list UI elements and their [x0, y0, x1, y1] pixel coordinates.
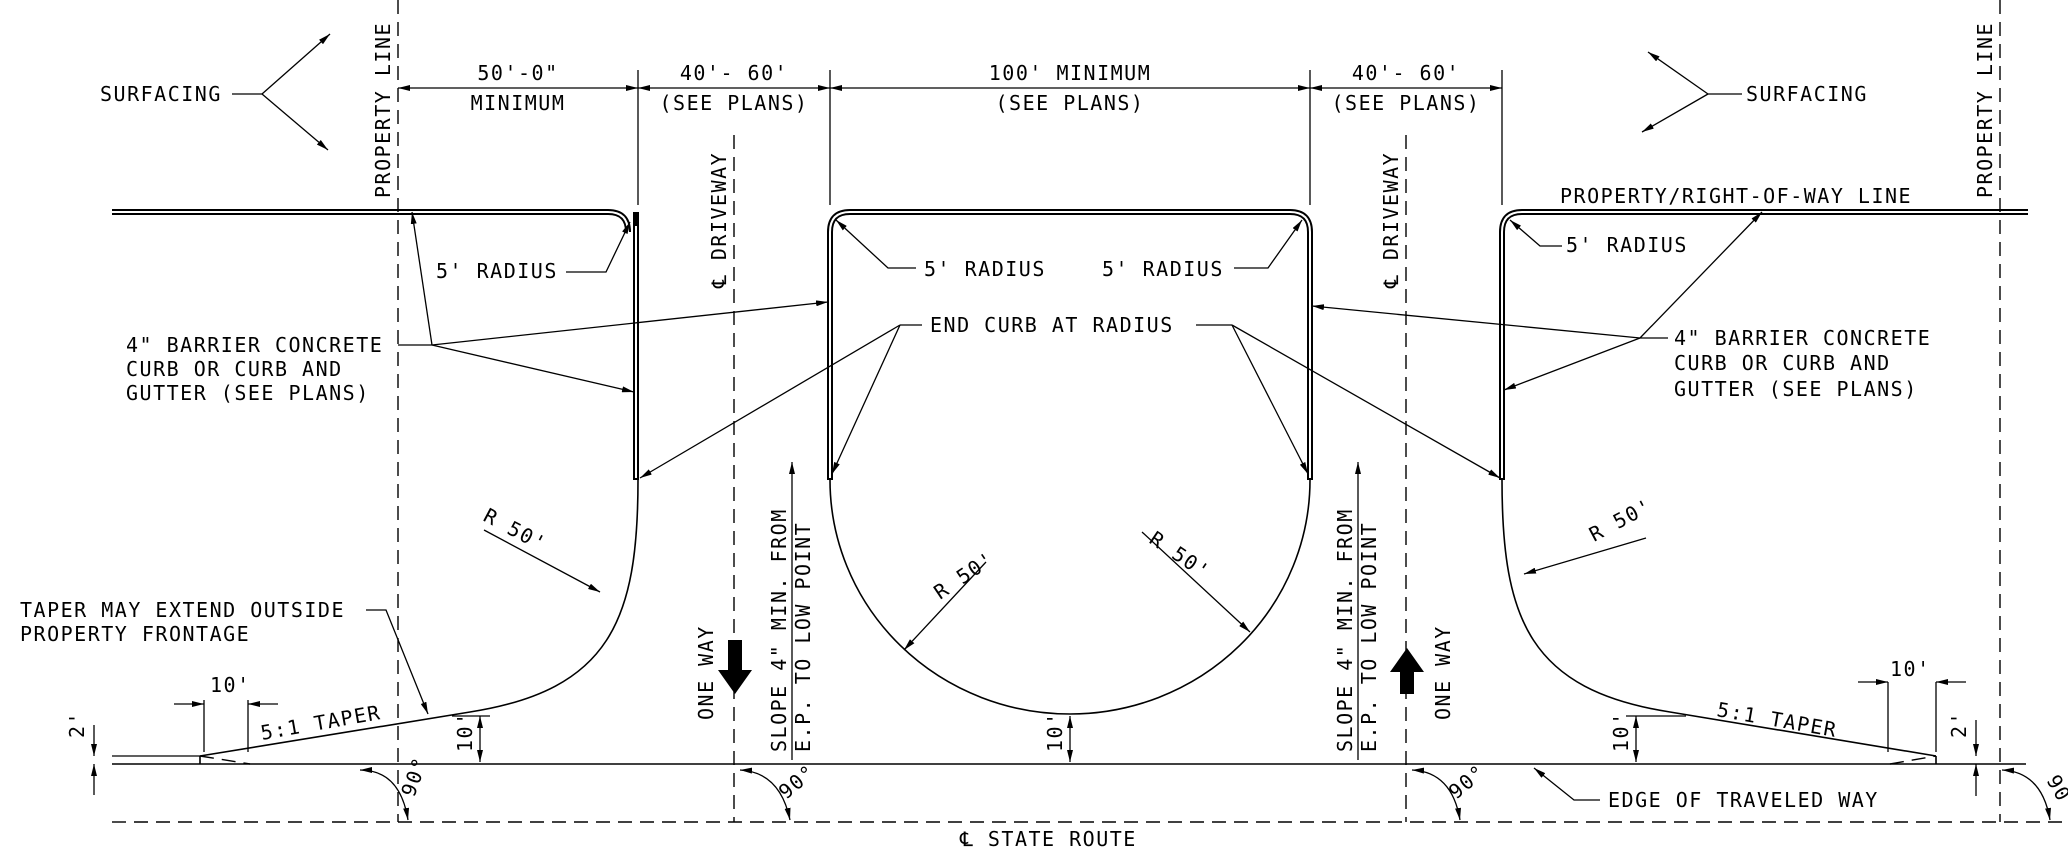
dim-10-vertical-center-label: 10'	[1043, 711, 1067, 752]
radius-5-left-leader	[566, 221, 631, 273]
radius-5-center-left-leader	[835, 219, 916, 269]
radius-5-right-leader	[1509, 219, 1562, 247]
radius-5-center-left-label: 5' RADIUS	[924, 257, 1046, 281]
dim-40-60-left-label: 40'- 60'	[680, 61, 788, 85]
edge-tw-leader	[1533, 767, 1600, 801]
r50-left-leader	[483, 529, 601, 593]
property-line-right-label: PROPERTY LINE	[1973, 22, 1997, 198]
slope-right-line2: E.P. TO LOW POINT	[1357, 522, 1381, 752]
dim-40-60-right-label: 40'- 60'	[1352, 61, 1460, 85]
slope-left-line2: E.P. TO LOW POINT	[791, 522, 815, 752]
taper-51-left-label: 5:1 TAPER	[259, 700, 383, 745]
edge-tw-label: EDGE OF TRAVELED WAY	[1608, 788, 1879, 812]
property-row-line-label: PROPERTY/RIGHT-OF-WAY LINE	[1560, 184, 1912, 208]
taper-51-right-label: 5:1 TAPER	[1715, 697, 1839, 742]
dim-2-right-label: 2'	[1947, 711, 1971, 738]
r50-center-right-leader	[1141, 531, 1251, 633]
radius-5-right-label: 5' RADIUS	[1566, 233, 1688, 257]
end-curb-leaders	[639, 324, 1501, 479]
r50-right-leader	[1523, 537, 1647, 575]
r50-center-left-label: R 50'	[929, 546, 999, 604]
taper-note-leader	[366, 609, 429, 715]
dim-10-right-label: 10'	[1890, 657, 1931, 681]
angle-90-b: 90°	[774, 759, 821, 803]
see-plans-right-label: (SEE PLANS)	[1332, 91, 1481, 115]
surfacing-right-leader	[1641, 51, 1742, 133]
one-way-right-label: ONE WAY	[1431, 625, 1455, 720]
dim-10-vertical-right	[1626, 715, 1686, 762]
radius-5-left-label: 5' RADIUS	[436, 259, 558, 283]
curb-note-left-line3: GUTTER (SEE PLANS)	[126, 381, 370, 405]
driveway-cl-right-label: ℄ DRIVEWAY	[1379, 152, 1403, 289]
curb-note-left-line1: 4" BARRIER CONCRETE	[126, 333, 383, 357]
top-dimension-lines	[398, 70, 1503, 205]
curb-left	[199, 212, 639, 757]
r50-left-label: R 50'	[480, 503, 551, 556]
surfacing-left-label: SURFACING	[100, 82, 222, 106]
taper-note-line2: PROPERTY FRONTAGE	[20, 622, 250, 646]
curb-island	[827, 209, 1313, 715]
dim-10-vertical-left-label: 10'	[453, 711, 477, 752]
taper-left	[112, 755, 251, 765]
surfacing-right-label: SURFACING	[1746, 82, 1868, 106]
curb-note-left-line2: CURB OR CURB AND	[126, 357, 343, 381]
dim-50-label: 50'-0"	[477, 61, 558, 85]
dim-10-vertical-right-label: 10'	[1609, 711, 1633, 752]
radius-5-center-right-leader	[1234, 219, 1303, 269]
radius-5-center-right-label: 5' RADIUS	[1102, 257, 1224, 281]
see-plans-center-label: (SEE PLANS)	[996, 91, 1145, 115]
curb-note-right-leaders	[1311, 211, 1763, 391]
angle-90-d: 90°	[2042, 771, 2068, 818]
curb-note-left-leaders	[398, 211, 829, 393]
dim-100-label: 100' MINIMUM	[989, 61, 1152, 85]
curb-note-right-line3: GUTTER (SEE PLANS)	[1674, 377, 1918, 401]
dim-2-left-label: 2'	[65, 711, 89, 738]
dim-10-left-label: 10'	[210, 673, 251, 697]
see-plans-left-label: (SEE PLANS)	[660, 91, 809, 115]
angle-90-marks	[359, 767, 2051, 821]
taper-note-line1: TAPER MAY EXTEND OUTSIDE	[20, 598, 345, 622]
dim-50-minimum-label: MINIMUM	[471, 91, 566, 115]
dim-10-right-lines	[1858, 679, 1966, 752]
slope-right-line1: SLOPE 4" MIN. FROM	[1333, 508, 1357, 752]
dim-10-vertical-left	[452, 715, 490, 762]
r50-center-right-label: R 50'	[1145, 526, 1215, 584]
curb-note-right-line2: CURB OR CURB AND	[1674, 351, 1891, 375]
angle-90-c: 90°	[1444, 759, 1491, 803]
property-line-left-label: PROPERTY LINE	[371, 22, 395, 198]
angle-90-a: 90°	[396, 753, 432, 799]
one-way-down-arrow	[718, 640, 752, 694]
slope-left-line1: SLOPE 4" MIN. FROM	[767, 508, 791, 752]
state-route-label: ℄ STATE ROUTE	[959, 827, 1137, 851]
dim-10-left-lines	[174, 700, 278, 752]
end-curb-label: END CURB AT RADIUS	[930, 313, 1174, 337]
r50-center-left-leader	[903, 561, 987, 651]
one-way-left-label: ONE WAY	[694, 625, 718, 720]
driveway-cl-left-label: ℄ DRIVEWAY	[707, 152, 731, 289]
curb-note-right-line1: 4" BARRIER CONCRETE	[1674, 326, 1931, 350]
surfacing-left-leader	[232, 33, 331, 151]
curb-right	[1499, 209, 1937, 757]
taper-right	[1889, 755, 1937, 765]
one-way-up-arrow	[1390, 648, 1424, 694]
